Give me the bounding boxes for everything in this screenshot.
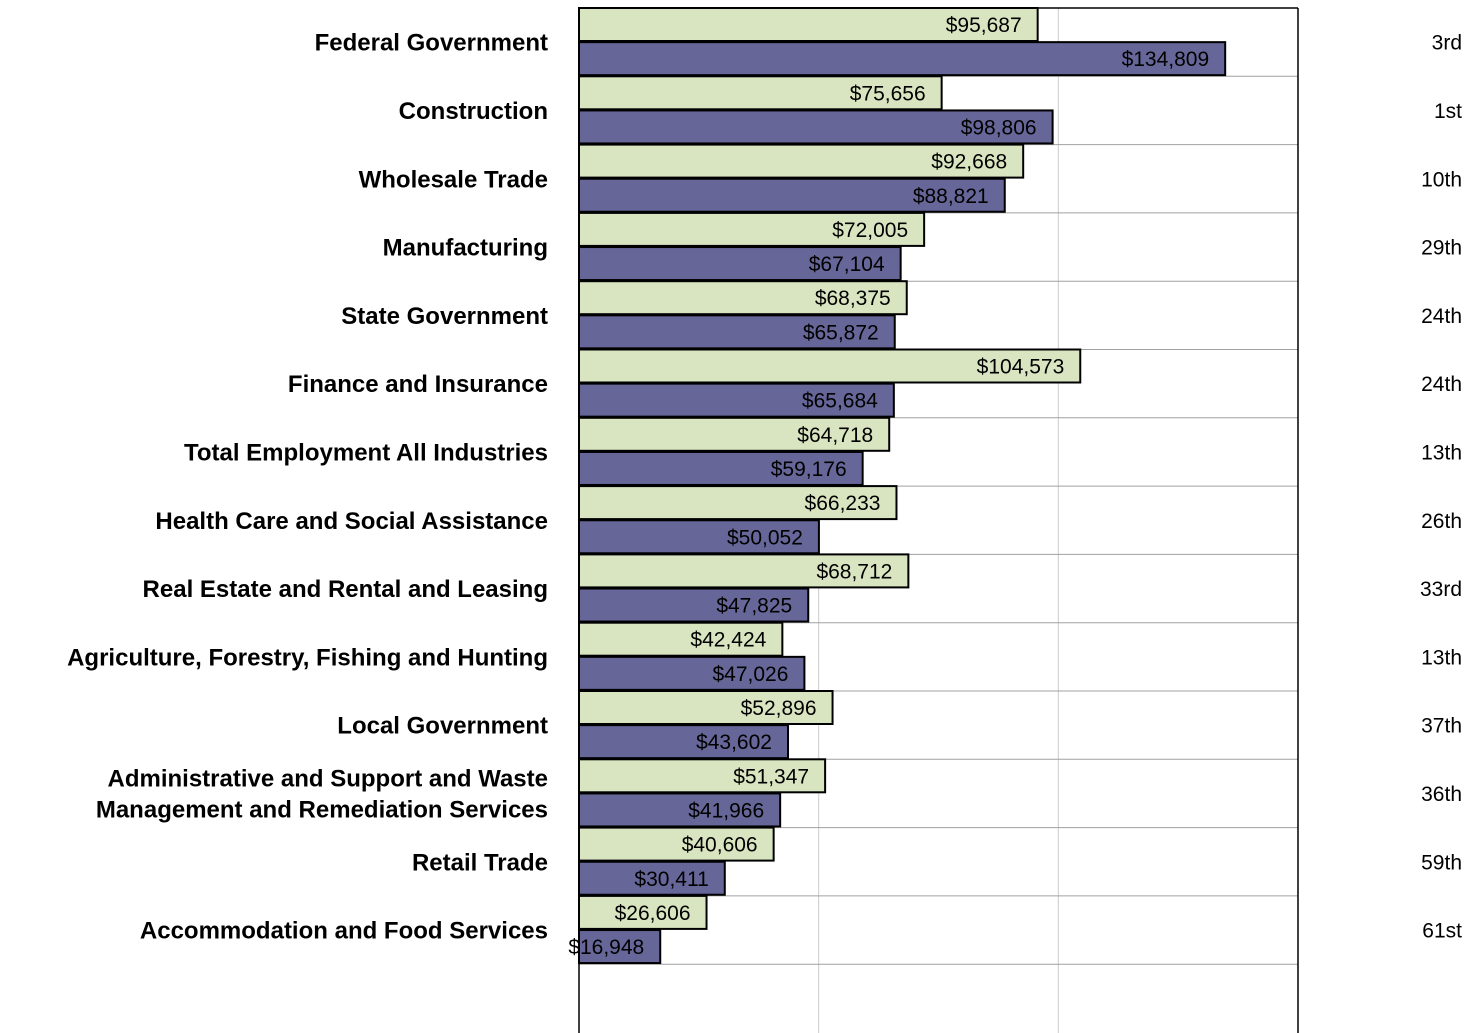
bar-series-1 (578, 75, 943, 111)
category-label: Management and Remediation Services (96, 796, 548, 823)
rank-label: 33rd (1420, 578, 1462, 601)
value-label: $134,809 (1122, 48, 1210, 71)
category-label: Accommodation and Food Services (140, 918, 548, 945)
value-label: $59,176 (771, 458, 847, 481)
bar-series-1 (578, 280, 908, 316)
axes (578, 7, 1299, 1033)
value-label: $66,233 (805, 492, 881, 515)
value-label: $95,687 (946, 14, 1022, 37)
category-label: Finance and Insurance (288, 371, 548, 398)
value-label: $64,718 (797, 424, 873, 447)
bar-series-2 (578, 41, 1227, 77)
value-label: $26,606 (615, 902, 691, 925)
rank-label: 10th (1421, 168, 1462, 191)
bar-series-1 (578, 553, 910, 589)
value-label: $40,606 (682, 834, 758, 857)
bar-series-1 (578, 485, 898, 521)
bar-series-2 (578, 655, 806, 691)
value-label: $92,668 (931, 151, 1007, 174)
rank-label: 24th (1421, 305, 1462, 328)
rank-label: 13th (1421, 646, 1462, 669)
rank-label: 29th (1421, 237, 1462, 260)
value-label: $72,005 (832, 219, 908, 242)
value-label: $68,712 (816, 560, 892, 583)
value-label: $50,052 (727, 526, 803, 549)
rank-label: 61st (1422, 920, 1462, 943)
bar-series-2 (578, 860, 726, 896)
bar-series-2 (578, 587, 810, 623)
rank-label: 37th (1421, 715, 1462, 738)
value-label: $42,424 (690, 629, 766, 652)
value-label: $16,948 (568, 936, 644, 959)
bars (578, 7, 1227, 965)
category-label: Health Care and Social Assistance (155, 508, 548, 535)
bar-series-2 (578, 382, 895, 418)
rank-label: 59th (1421, 851, 1462, 874)
rank-label: 3rd (1432, 32, 1462, 55)
category-label: Agriculture, Forestry, Fishing and Hunti… (67, 644, 548, 671)
rank-labels: 3rd 1st 10th 29th 24th 24th 13th 26th 33rd 13th 37… (1420, 32, 1462, 943)
value-label: $52,896 (741, 697, 817, 720)
value-label: $41,966 (688, 799, 764, 822)
bar-series-2 (578, 792, 782, 828)
value-label: $67,104 (809, 253, 885, 276)
category-label: Federal Government (315, 30, 548, 57)
category-label: State Government (341, 303, 548, 330)
rank-label: 1st (1434, 100, 1462, 123)
value-label: $104,573 (977, 356, 1065, 379)
category-label: Retail Trade (412, 849, 548, 876)
rank-label: 26th (1421, 510, 1462, 533)
bar-series-2 (578, 450, 864, 486)
value-label: $43,602 (696, 731, 772, 754)
bar-series-1 (578, 758, 827, 794)
category-label: Local Government (337, 713, 548, 740)
value-label: $88,821 (913, 185, 989, 208)
bar-series-2 (578, 929, 662, 965)
bar-series-2 (578, 109, 1054, 145)
value-label: $47,825 (716, 595, 792, 618)
category-label: Real Estate and Rental and Leasing (143, 576, 548, 603)
bar-series-2 (578, 724, 789, 760)
bar-series-1 (578, 348, 1082, 384)
value-label: $65,684 (802, 390, 878, 413)
value-label: $30,411 (634, 868, 708, 891)
category-labels: Federal Government Construction Wholesale … (67, 30, 548, 945)
value-label: $75,656 (850, 82, 926, 105)
rank-label: 24th (1421, 373, 1462, 396)
bar-series-1 (578, 7, 1039, 42)
category-label: Construction (399, 98, 548, 125)
value-label: $65,872 (803, 321, 879, 344)
value-label: $98,806 (961, 116, 1037, 139)
value-label: $68,375 (815, 287, 891, 310)
category-label: Wholesale Trade (359, 166, 548, 193)
category-label: Total Employment All Industries (184, 439, 548, 466)
bar-series-1 (578, 621, 784, 657)
bar-series-1 (578, 894, 708, 930)
rank-label: 36th (1421, 783, 1462, 806)
value-labels: $95,687 $134,809 $75,656 $98,806 $92,668 $88,… (568, 14, 1209, 959)
bar-series-1 (578, 690, 834, 725)
category-label: Manufacturing (383, 235, 548, 262)
rank-label: 13th (1421, 441, 1462, 464)
value-label: $51,347 (733, 765, 809, 788)
category-label: Administrative and Support and Waste (108, 765, 549, 792)
value-label: $47,026 (712, 663, 788, 686)
